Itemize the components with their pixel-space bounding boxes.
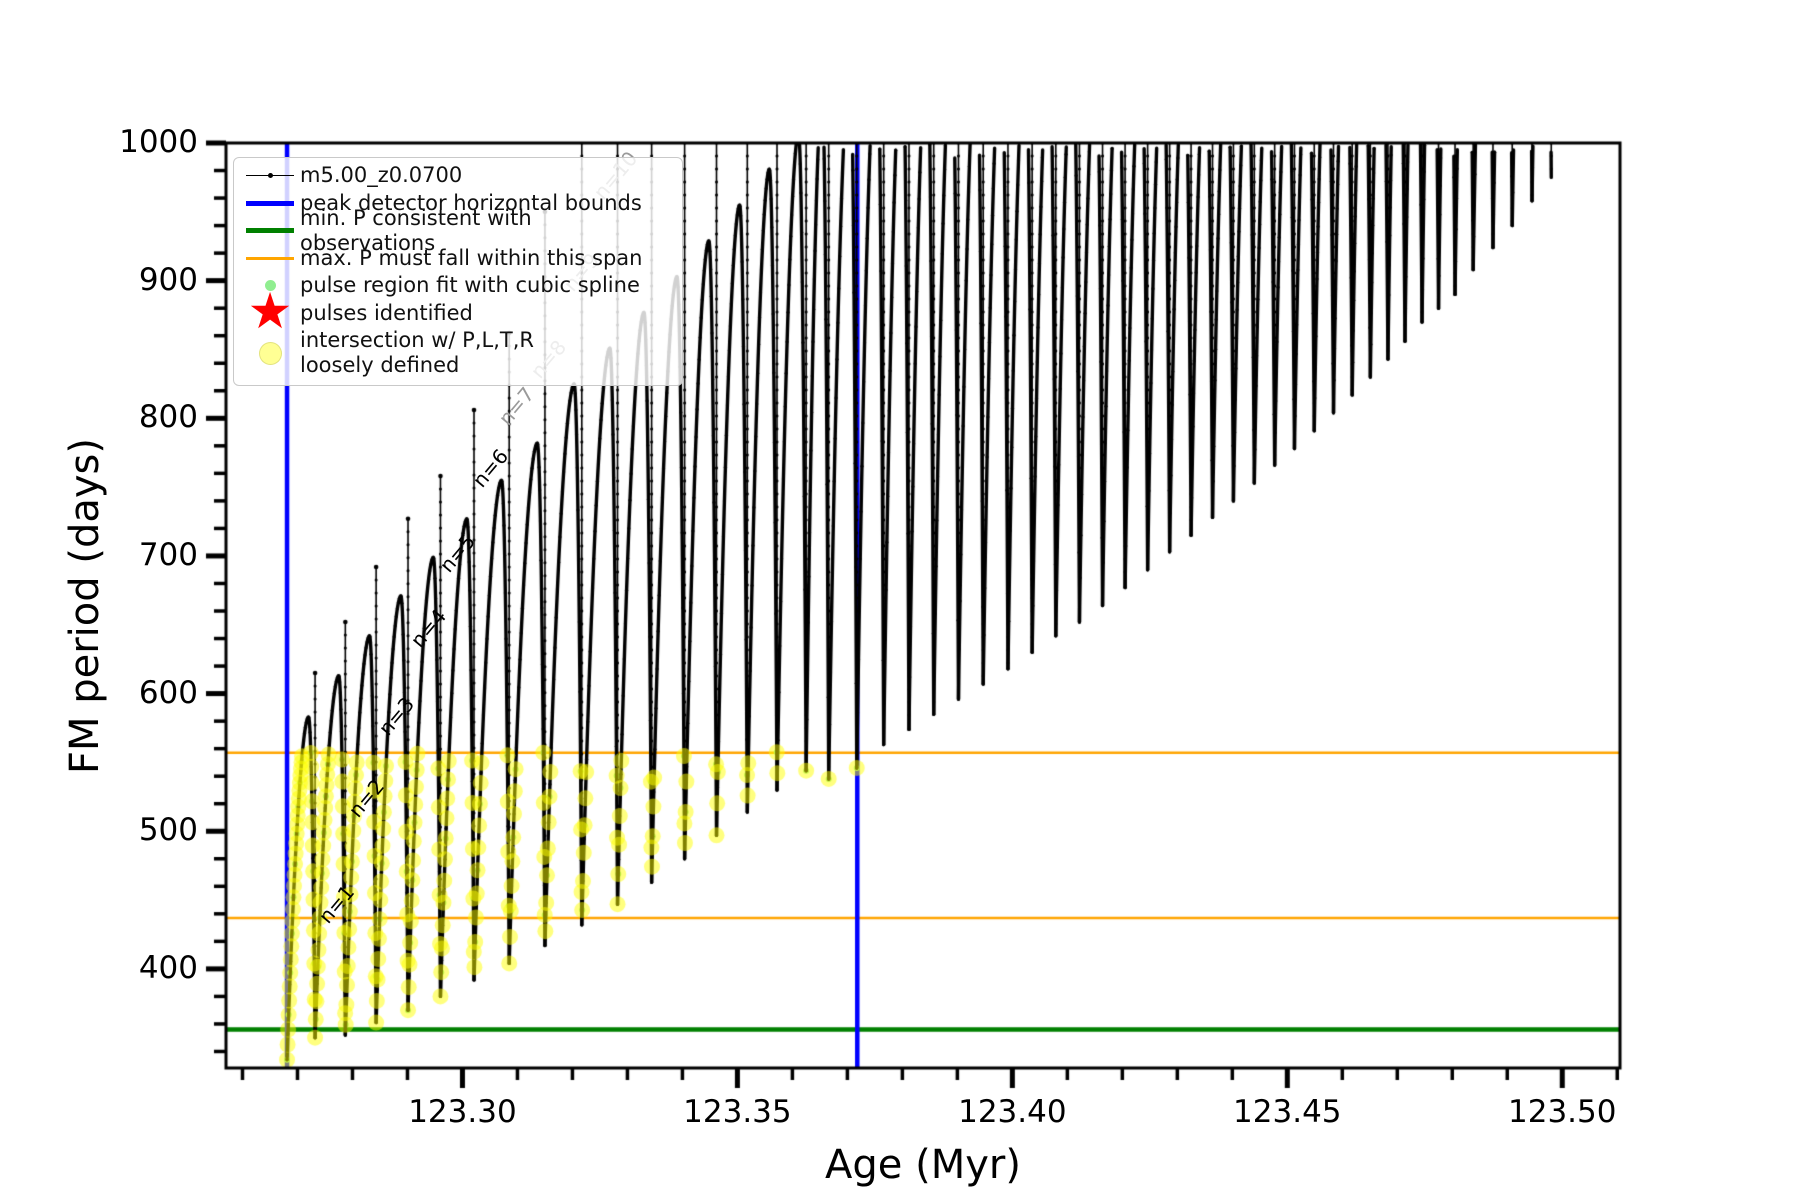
legend-entry-4: pulse region fit with cubic spline: [240, 272, 672, 300]
legend-label-4: pulse region fit with cubic spline: [300, 273, 640, 298]
y-axis-label: FM period (days): [62, 437, 108, 774]
legend-large-dot-marker: [240, 341, 300, 365]
legend-thick-line-marker: [240, 200, 300, 206]
x-axis-label: Age (Myr): [825, 1142, 1021, 1188]
legend-entry-3: max. P must fall within this span: [240, 245, 672, 273]
x-tick-label-123.40: 123.40: [958, 1094, 1067, 1130]
y-tick-label-800: 800: [138, 399, 198, 436]
legend-entry-6: intersection w/ P,L,T,R loosely defined: [240, 327, 672, 379]
legend-entry-2: min. P consistent with observations: [240, 206, 672, 255]
legend-label-6: intersection w/ P,L,T,R loosely defined: [300, 328, 534, 377]
y-tick-label-900: 900: [138, 261, 198, 298]
y-tick-label-600: 600: [138, 674, 198, 711]
x-tick-label-123.35: 123.35: [683, 1094, 792, 1130]
legend-thin-line-marker: [240, 257, 300, 260]
legend-line-dot-marker: [240, 173, 300, 179]
legend-label-3: max. P must fall within this span: [300, 245, 643, 270]
x-tick-label-123.45: 123.45: [1233, 1094, 1342, 1130]
y-tick-label-400: 400: [138, 949, 198, 986]
legend-label-0: m5.00_z0.0700: [300, 163, 463, 188]
y-tick-label-700: 700: [138, 536, 198, 573]
y-tick-label-1000: 1000: [119, 124, 198, 160]
x-tick-label-123.30: 123.30: [408, 1094, 517, 1130]
legend: m5.00_z0.0700 peak detector horizontal bo…: [233, 157, 683, 386]
legend-label-1: peak detector horizontal bounds: [300, 190, 642, 215]
legend-thick-line-marker: [240, 228, 300, 234]
y-tick-label-500: 500: [138, 812, 198, 849]
legend-entry-0: m5.00_z0.0700: [240, 162, 672, 190]
legend-label-5: pulses identified: [300, 300, 473, 325]
legend-dot-marker: [240, 280, 300, 292]
legend-entry-1: peak detector horizontal bounds: [240, 190, 672, 218]
legend-entry-5: ★ pulses identified: [247, 282, 473, 341]
legend-label-2: min. P consistent with observations: [300, 205, 532, 255]
x-tick-label-123.50: 123.50: [1508, 1094, 1617, 1130]
